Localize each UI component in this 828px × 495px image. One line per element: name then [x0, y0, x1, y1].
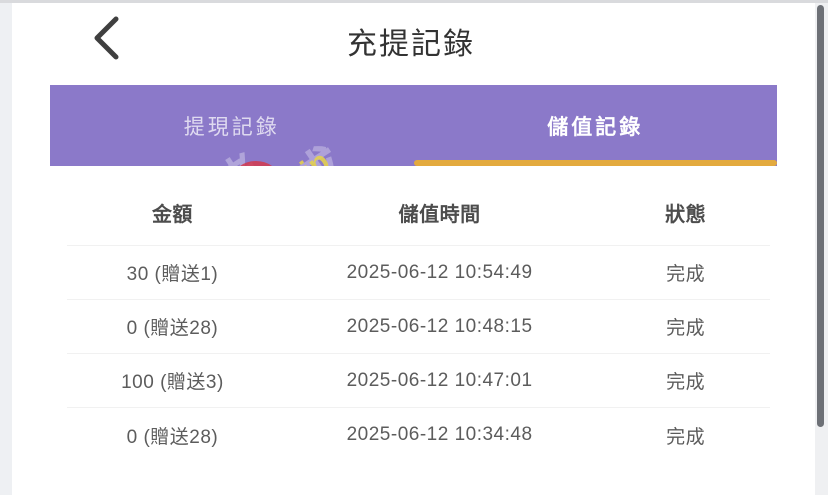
time-value: 2025-06-12 10:34:48	[346, 424, 533, 445]
status-value: 完成	[666, 426, 706, 448]
left-gutter	[0, 3, 12, 495]
table-row: 0 (贈送28) 2025-06-12 10:34:48 完成	[67, 408, 770, 462]
time-value: 2025-06-12 10:48:15	[346, 315, 533, 337]
back-button[interactable]	[82, 13, 130, 65]
chevron-left-icon	[91, 15, 121, 64]
column-header-amount: 金額	[151, 204, 193, 226]
top-border-line	[0, 0, 828, 3]
amount-value: 100 (贈送3)	[121, 372, 224, 393]
table-row: 0 (贈送28) 2025-06-12 10:48:15 完成	[67, 300, 770, 354]
amount-value: 30 (贈送1)	[126, 264, 219, 285]
deposit-records-table: 金額 儲值時間 狀態 30 (贈送1) 2025-06-12 10:54:49 …	[67, 180, 770, 462]
page-title: 充提記錄	[347, 28, 475, 61]
time-value: 2025-06-12 10:54:49	[346, 261, 533, 283]
amount-value: 0 (贈送28)	[126, 318, 219, 339]
records-tab-bar: 提現記錄 儲值記錄 ⚄⚂ 戒 賭 戒 jiedu.vip	[50, 85, 777, 166]
time-value: 2025-06-12 10:47:01	[346, 369, 533, 391]
amount-value: 0 (贈送28)	[126, 426, 219, 448]
page-header: 充提記錄	[12, 3, 810, 85]
table-header-row: 金額 儲值時間 狀態	[67, 180, 770, 246]
tab-withdraw-label: 提現記錄	[183, 115, 280, 139]
scrollbar-track[interactable]	[815, 3, 828, 495]
table-row: 30 (贈送1) 2025-06-12 10:54:49 完成	[67, 246, 770, 300]
active-tab-underline	[413, 160, 777, 166]
status-value: 完成	[666, 264, 706, 285]
tab-deposit-label: 儲值記錄	[547, 115, 644, 139]
column-header-status: 狀態	[665, 204, 707, 226]
scrollbar-thumb[interactable]	[817, 5, 824, 427]
column-header-time: 儲值時間	[398, 204, 481, 226]
status-value: 完成	[666, 372, 706, 393]
tab-withdraw-records[interactable]: 提現記錄	[50, 85, 414, 166]
status-value: 完成	[666, 318, 706, 339]
tab-deposit-records[interactable]: 儲值記錄	[413, 85, 777, 166]
table-row: 100 (贈送3) 2025-06-12 10:47:01 完成	[67, 354, 770, 408]
